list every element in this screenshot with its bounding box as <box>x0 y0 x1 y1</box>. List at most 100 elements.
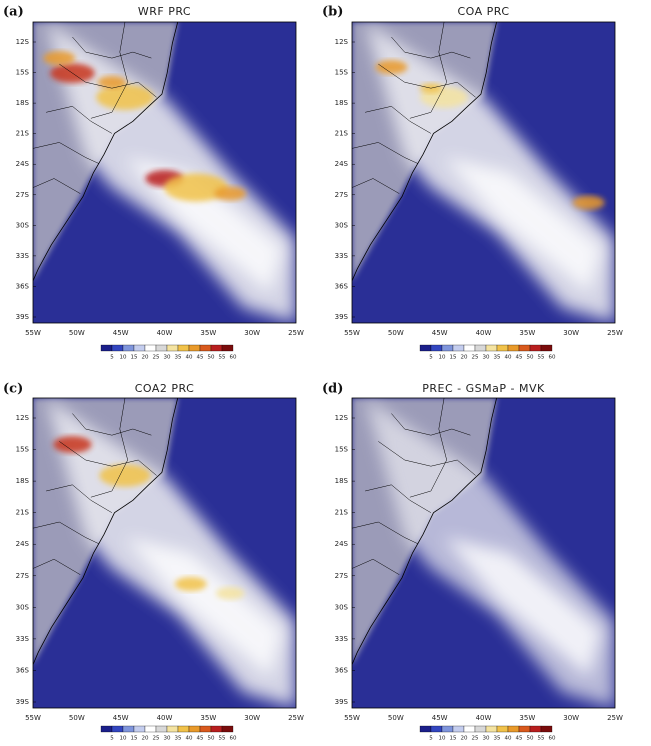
lat-label: 33S <box>16 635 30 643</box>
colorbar-label: 40 <box>505 355 512 361</box>
colorbar-swatch <box>419 725 432 733</box>
lat-label: 27S <box>16 191 30 199</box>
lat-label: 39S <box>16 313 30 321</box>
colorbar-swatch <box>496 725 509 733</box>
colorbar-label: 55 <box>219 355 226 361</box>
lat-label: 27S <box>335 191 349 199</box>
lon-label: 35W <box>200 714 216 722</box>
colorbar-swatch <box>111 344 124 352</box>
lon-label: 40W <box>157 714 173 722</box>
lat-label: 24S <box>335 160 349 168</box>
coastline <box>352 22 497 282</box>
border <box>33 558 81 575</box>
panel-label: (d) <box>322 382 343 397</box>
colorbar-swatch <box>507 725 520 733</box>
panel: (c) COA2 PRC 12S 15S 18S 21S 24S 27S 30S 33S 36S 39… <box>3 382 304 742</box>
lon-label: 50W <box>69 329 85 337</box>
lon-label: 45W <box>432 714 448 722</box>
colorbar-label: 20 <box>461 736 468 742</box>
lon-label: 35W <box>519 329 535 337</box>
colorbar-label: 5 <box>429 355 433 361</box>
border <box>365 484 432 513</box>
lon-label: 25W <box>607 329 623 337</box>
colorbar-label: 50 <box>208 355 215 361</box>
panel-label: (b) <box>322 5 343 20</box>
border <box>90 22 128 119</box>
rain-cell <box>214 186 247 201</box>
colorbar-swatch <box>463 344 476 352</box>
coastline <box>33 22 179 282</box>
lat-label: 12S <box>335 38 349 46</box>
panel-label: (c) <box>3 382 23 397</box>
colorbar-label: 15 <box>450 355 457 361</box>
lat-label: 12S <box>335 414 349 422</box>
colorbar-swatch <box>177 344 190 352</box>
lat-label: 15S <box>335 69 349 77</box>
colorbar-label: 10 <box>120 736 127 742</box>
colorbar-label: 45 <box>516 736 523 742</box>
lon-label: 55W <box>344 329 360 337</box>
colorbar-label: 30 <box>483 736 490 742</box>
border <box>33 521 99 544</box>
border <box>391 36 471 59</box>
border <box>365 106 432 134</box>
colorbar-swatch <box>199 725 212 733</box>
cloud-band-core <box>125 157 283 293</box>
colorbar-swatch <box>144 344 157 352</box>
lon-label: 35W <box>519 714 535 722</box>
colorbar-label: 55 <box>538 355 545 361</box>
border <box>72 36 152 59</box>
colorbar-label: 20 <box>461 355 468 361</box>
colorbar-swatch <box>441 344 454 352</box>
colorbar-swatch <box>430 344 443 352</box>
lat-label: 30S <box>16 603 30 611</box>
colorbar-swatch <box>122 344 135 352</box>
colorbar-label: 40 <box>505 736 512 742</box>
colorbar-swatch <box>518 344 531 352</box>
colorbar-label: 35 <box>175 736 182 742</box>
border <box>409 22 447 119</box>
colorbar-swatch <box>452 725 465 733</box>
colorbar-swatch <box>540 725 553 733</box>
lat-label: 27S <box>335 572 349 580</box>
map-frame <box>32 397 297 709</box>
colorbar-label: 60 <box>549 736 556 742</box>
lon-label: 40W <box>476 714 492 722</box>
lon-label: 55W <box>25 714 41 722</box>
lat-label: 21S <box>16 509 30 517</box>
lon-label: 55W <box>25 329 41 337</box>
lat-label: 30S <box>335 603 349 611</box>
colorbar-swatch <box>188 725 201 733</box>
colorbar-label: 60 <box>230 736 237 742</box>
lat-label: 15S <box>335 446 349 454</box>
colorbar-label: 55 <box>538 736 545 742</box>
border <box>59 63 157 98</box>
cloud-band-core <box>444 157 602 293</box>
panel-title: COA2 PRC <box>135 382 195 395</box>
border <box>59 441 157 476</box>
lat-label: 36S <box>16 666 30 674</box>
border <box>352 558 400 575</box>
lat-label: 39S <box>16 698 30 706</box>
lat-label: 33S <box>335 635 349 643</box>
colorbar-label: 20 <box>142 736 149 742</box>
panel-title: COA PRC <box>457 5 509 18</box>
map-frame <box>32 21 297 324</box>
colorbar-swatch <box>100 344 113 352</box>
colorbar-label: 35 <box>175 355 182 361</box>
colorbar-swatch <box>507 344 520 352</box>
colorbar-swatch <box>430 725 443 733</box>
colorbar-label: 35 <box>494 355 501 361</box>
rain-cell <box>97 75 127 89</box>
lat-label: 18S <box>335 99 349 107</box>
colorbar-label: 50 <box>527 355 534 361</box>
lon-label: 35W <box>200 329 216 337</box>
colorbar-label: 15 <box>450 736 457 742</box>
colorbar-label: 25 <box>472 355 479 361</box>
lon-label: 30W <box>563 329 579 337</box>
border <box>72 413 152 436</box>
colorbar-label: 50 <box>208 736 215 742</box>
colorbar-swatch <box>221 344 234 352</box>
colorbar-swatch <box>496 344 509 352</box>
